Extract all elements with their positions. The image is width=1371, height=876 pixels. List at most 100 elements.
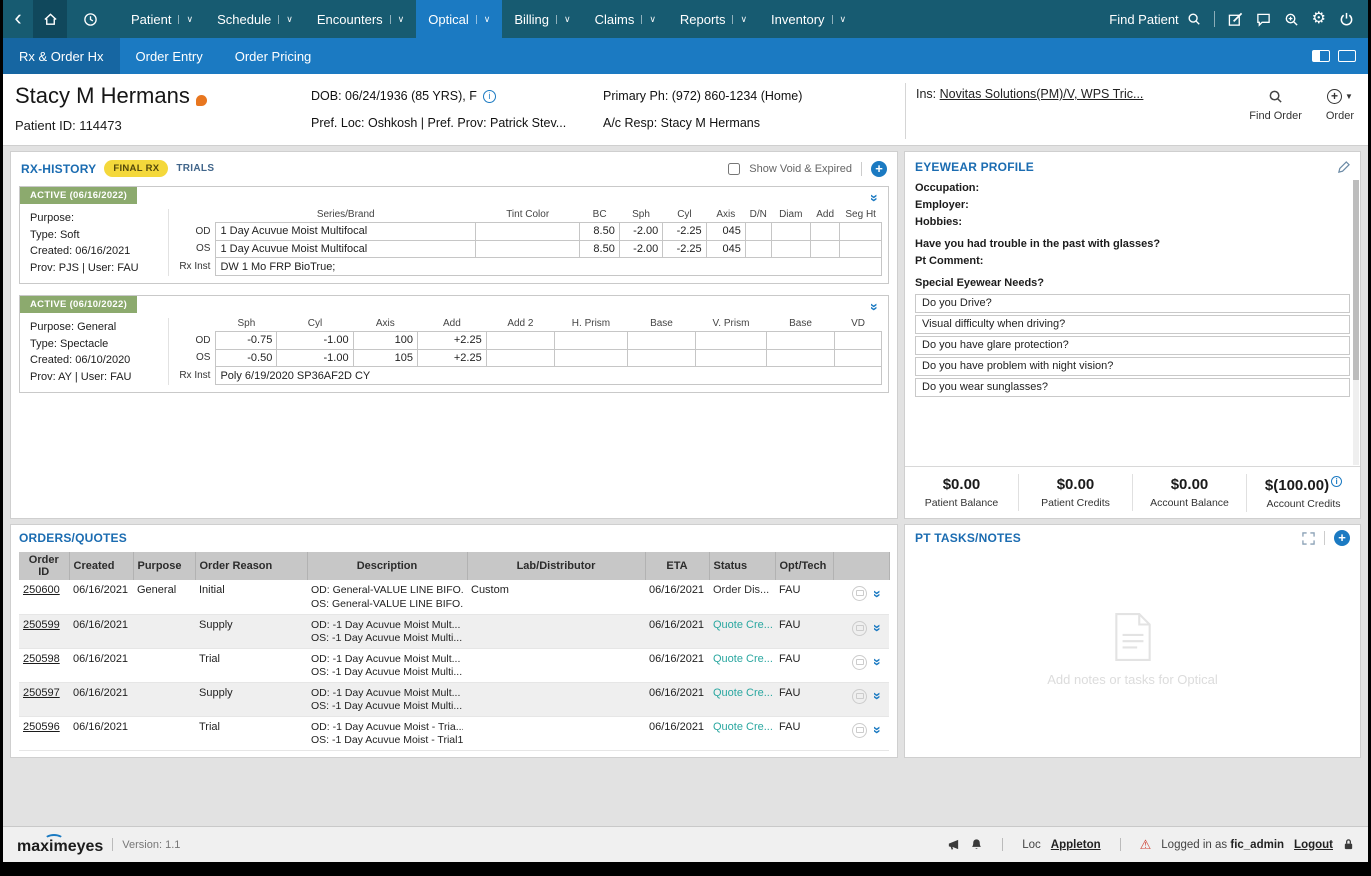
collapse-card-icon[interactable]: » [868,303,882,311]
rx-created: Created: 06/10/2020 [30,352,160,369]
chat-icon[interactable] [1256,12,1271,27]
add-task-icon[interactable]: + [1334,530,1350,546]
orders-table: Order ID Created Purpose Order Reason De… [19,552,890,751]
order-id-link[interactable]: 250600 [23,584,60,596]
history-icon[interactable] [75,0,105,38]
warning-icon[interactable]: ⚠ [1140,837,1152,853]
order-desc-os: OS: -1 Day Acuvue Moist Multi... [311,632,463,646]
os-sph: -0.50 [216,349,277,367]
balance-summary: $0.00 Patient Balance $0.00 Patient Cred… [905,466,1360,518]
order-note-icon[interactable] [852,655,867,670]
menu-encounters[interactable]: Encounters [305,0,416,38]
expand-order-icon[interactable]: » [871,624,885,632]
expand-order-icon[interactable]: » [871,726,885,734]
compose-icon[interactable] [1228,12,1243,27]
os-row: OS 1 Day Acuvue Moist Multifocal 8.50 -2… [175,240,881,258]
order-status: Quote Cre... [709,614,775,648]
collapse-card-icon[interactable]: » [868,194,882,202]
od-sph: -2.00 [619,223,662,241]
order-note-icon[interactable] [852,689,867,704]
show-void-checkbox[interactable] [728,163,740,175]
rx-inst-row: Rx Inst DW 1 Mo FRP BioTrue; [175,258,881,276]
tab-order-pricing[interactable]: Order Pricing [219,38,328,74]
edit-pencil-icon[interactable] [1337,161,1350,174]
od-add: +2.25 [418,332,487,350]
trials-tab[interactable]: TRIALS [176,163,214,174]
maximeyes-logo[interactable]: maximeyes [17,834,103,856]
col-created: Created [69,552,133,580]
menu-billing[interactable]: Billing [502,0,582,38]
footer-right: Loc Appleton ⚠ Logged in as fic_admin Lo… [947,837,1354,853]
final-rx-tab[interactable]: FINAL RX [104,160,168,177]
order-id-link[interactable]: 250597 [23,687,60,699]
order-id-link[interactable]: 250598 [23,653,60,665]
od-base [627,332,695,350]
eyewear-question-field[interactable]: Do you have problem with night vision? [915,357,1350,376]
info-icon[interactable]: i [1331,476,1342,487]
eyewear-question-field[interactable]: Visual difficulty when driving? [915,315,1350,334]
layout-split-icon[interactable] [1312,50,1330,62]
account-credits-amount: $(100.00) [1265,477,1329,494]
order-button[interactable]: +▼ Order [1326,88,1354,139]
order-note-icon[interactable] [852,723,867,738]
menu-inventory[interactable]: Inventory [759,0,858,38]
patient-header: Stacy M Hermans Patient ID: 114473 DOB: … [3,74,1368,146]
eyewear-question-field[interactable]: Do you Drive? [915,294,1350,313]
od-base2 [766,332,834,350]
patient-alert-icon[interactable] [196,95,207,106]
back-icon[interactable]: ‹ [3,0,33,38]
order-note-icon[interactable] [852,621,867,636]
os-dn [745,240,771,258]
od-vprism [696,332,767,350]
order-note-icon[interactable] [852,586,867,601]
col-base2: Base [766,318,834,332]
expand-panel-icon[interactable] [1302,532,1315,545]
menu-optical[interactable]: Optical [416,0,502,38]
patient-name-block: Stacy M Hermans Patient ID: 114473 [15,83,311,139]
search-plus-icon[interactable] [1284,12,1299,27]
info-icon[interactable]: i [483,90,496,103]
add-rx-icon[interactable]: + [871,161,887,177]
eyewear-question-field[interactable]: Do you wear sunglasses? [915,378,1350,397]
os-tint [475,240,579,258]
menu-patient[interactable]: Patient [119,0,205,38]
tab-rx-order-hx[interactable]: Rx & Order Hx [3,38,120,74]
insurance-link[interactable]: Novitas Solutions(PM)/V, WPS Tric... [940,87,1144,101]
eyewear-profile-title: EYEWEAR PROFILE [915,160,1034,174]
col-series-brand: Series/Brand [216,209,476,223]
power-icon[interactable] [1339,12,1354,27]
tab-order-entry[interactable]: Order Entry [120,38,219,74]
order-id-link[interactable]: 250596 [23,721,60,733]
menu-schedule[interactable]: Schedule [205,0,305,38]
eyewear-question-field[interactable]: Do you have glare protection? [915,336,1350,355]
tasks-empty-state[interactable]: Add notes or tasks for Optical [915,546,1350,752]
order-desc-od: OD: General-VALUE LINE BIFO... [311,584,463,598]
show-void-label: Show Void & Expired [749,163,852,175]
scrollbar-thumb[interactable] [1353,180,1359,380]
expand-order-icon[interactable]: » [871,692,885,700]
find-patient-button[interactable]: Find Patient [1109,12,1200,27]
order-eta: 06/16/2021 [645,580,709,614]
find-order-button[interactable]: Find Order [1249,88,1302,139]
menu-reports[interactable]: Reports [668,0,759,38]
announcement-icon[interactable] [947,838,960,851]
layout-full-icon[interactable] [1338,50,1356,62]
account-balance-label: Account Balance [1133,497,1246,509]
expand-order-icon[interactable]: » [871,590,885,598]
gear-icon[interactable]: ⚙ [1312,11,1326,27]
order-desc-od: OD: -1 Day Acuvue Moist Mult... [311,687,463,701]
menu-claims[interactable]: Claims [583,0,668,38]
od-label: OD [175,223,216,241]
logout-link[interactable]: Logout [1294,839,1333,851]
location-link[interactable]: Appleton [1051,839,1101,851]
home-icon[interactable] [33,0,67,38]
expand-order-icon[interactable]: » [871,658,885,666]
menu-reports-label: Reports [680,12,726,27]
bell-icon[interactable] [970,838,983,851]
divider [112,838,113,851]
optical-sub-nav: Rx & Order Hx Order Entry Order Pricing [3,38,1368,74]
chevron-down-icon [732,15,747,24]
order-id-link[interactable]: 250599 [23,619,60,631]
menu-billing-label: Billing [514,12,549,27]
order-desc-os: OS: -1 Day Acuvue Moist Multi... [311,666,463,680]
